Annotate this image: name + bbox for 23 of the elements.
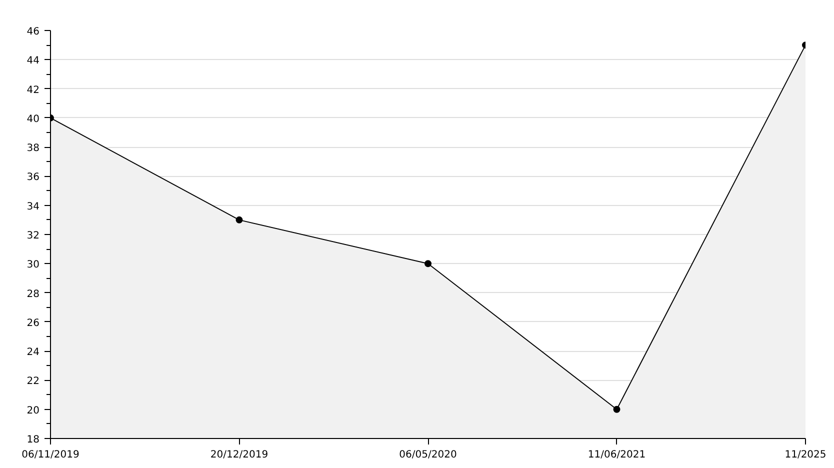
y-tick-label: 30: [26, 260, 40, 271]
y-tick-label: 34: [26, 201, 40, 212]
y-tick-label: 28: [26, 288, 40, 300]
y-tick-label: 24: [26, 347, 40, 358]
y-tick-label: 44: [26, 56, 40, 67]
x-tick-label: 06/11/2019: [22, 450, 80, 460]
y-tick-label: 32: [26, 230, 40, 242]
y-tick-label: 18: [26, 434, 40, 446]
x-tick-label: 11/06/2021: [588, 450, 646, 460]
y-tick-label: 20: [26, 405, 40, 416]
y-tick-label: 38: [26, 143, 40, 154]
y-tick-label: 26: [26, 318, 40, 329]
point: [424, 260, 432, 268]
y-tick-label: 46: [26, 26, 40, 38]
y-tick-label: 36: [26, 172, 40, 184]
y-tick-label: 42: [26, 84, 40, 96]
x-tick-label: 11/2025: [784, 450, 826, 460]
y-tick-label: 40: [26, 114, 40, 125]
point: [236, 216, 243, 224]
x-tick-label: 20/12/2019: [210, 450, 268, 460]
x-tick-label: 06/05/2020: [399, 450, 457, 460]
point: [613, 406, 620, 413]
y-tick-label: 22: [26, 376, 40, 388]
